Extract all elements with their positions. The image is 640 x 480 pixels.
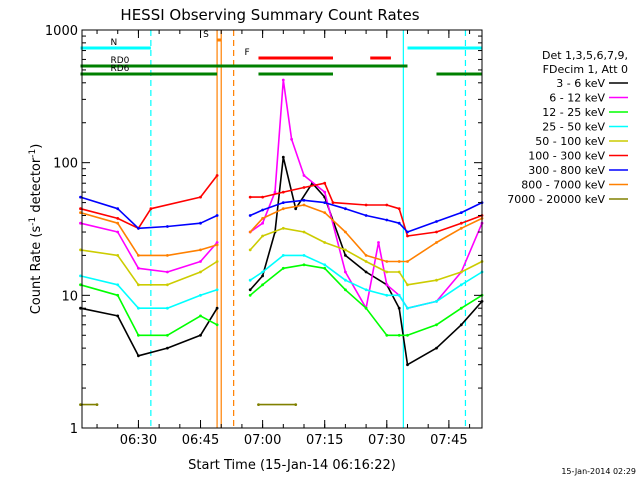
legend: Det 1,3,5,6,7,9,FDecim 1, Att 03 - 6 keV…: [507, 49, 628, 206]
legend-label: 100 - 300 keV: [528, 150, 605, 163]
x-tick-label: 06:45: [182, 433, 219, 448]
series-line: [80, 222, 218, 273]
legend-label: 3 - 6 keV: [556, 77, 605, 90]
series-line: [249, 204, 483, 263]
series-line: [249, 156, 483, 366]
legend-label: 300 - 800 keV: [528, 164, 605, 177]
series-line: [249, 263, 483, 337]
axes-layer: 1 10 100 1000 06:30 06:45 07:00 07:15 07:30 07:45: [45, 24, 482, 448]
x-tick-label: 06:30: [120, 433, 157, 448]
legend-label: 7000 - 20000 keV: [507, 193, 605, 206]
series-layer: [79, 78, 484, 406]
flag-rd0: RD0: [80, 56, 408, 68]
series-line: [80, 175, 218, 230]
series-line: [80, 275, 218, 310]
series-300-800-kev: [79, 195, 484, 234]
x-tick-label: 07:45: [430, 433, 467, 448]
y-axis-label-part2: detector: [29, 157, 44, 217]
generation-timestamp: 15-Jan-2014 02:29: [561, 467, 636, 476]
flag-label: F: [244, 48, 249, 58]
legend-label: 800 - 7000 keV: [521, 179, 605, 192]
legend-item-3-6-kev: 3 - 6 keV: [556, 77, 628, 90]
y-axis-label-part1: Count Rate (s: [29, 226, 44, 315]
x-tick-label: 07:15: [306, 433, 343, 448]
series-line: [249, 199, 483, 233]
flag-s: S: [203, 30, 222, 42]
legend-header: FDecim 1, Att 0: [543, 63, 628, 76]
y-tick-label: 10: [61, 289, 78, 304]
legend-item-6-12-kev: 6 - 12 keV: [549, 92, 628, 105]
flag-label: S: [203, 30, 209, 40]
y-tick-label: 1: [70, 422, 78, 437]
y-axis-label-sup1: -1: [28, 217, 38, 226]
series-800-7000-kev: [79, 203, 484, 263]
flag-label: N: [110, 38, 117, 48]
flag-n: N: [80, 38, 482, 50]
series-3-6-kev: [79, 155, 484, 367]
y-tick-label: 1000: [45, 24, 78, 39]
legend-label: 12 - 25 keV: [542, 106, 605, 119]
series-7000-20000-kev: [79, 403, 298, 406]
x-tick-label: 07:30: [368, 433, 405, 448]
legend-header: Det 1,3,5,6,7,9,: [542, 49, 628, 62]
flag-label: RD6: [110, 64, 129, 74]
legend-item-12-25-kev: 12 - 25 keV: [542, 106, 628, 119]
legend-item-100-300-kev: 100 - 300 keV: [528, 150, 628, 163]
x-tick-label: 07:00: [244, 433, 281, 448]
y-axis-label-sup2: -1: [28, 149, 38, 158]
series-line: [249, 254, 483, 310]
y-axis-label: Count Rate (s-1 detector-1): [28, 144, 44, 315]
series-line: [80, 211, 218, 257]
marker-layer: [150, 30, 467, 428]
series-line: [80, 284, 218, 337]
series-line: [250, 182, 483, 237]
legend-item-300-800-kev: 300 - 800 keV: [528, 164, 628, 177]
flag-rd6: RD6: [80, 64, 482, 76]
chart-title: HESSI Observing Summary Count Rates: [120, 6, 419, 24]
legend-label: 6 - 12 keV: [549, 92, 605, 105]
x-axis-label: Start Time (15-Jan-14 06:16:22): [188, 458, 396, 473]
flag-f: F: [244, 48, 391, 60]
legend-label: 50 - 100 keV: [535, 135, 605, 148]
y-axis-label-part3: ): [29, 144, 44, 149]
flag-label: RD0: [110, 56, 129, 66]
series-line: [80, 196, 218, 230]
series-12-25-kev: [79, 263, 484, 337]
legend-item-50-100-kev: 50 - 100 keV: [535, 135, 628, 148]
series-25-50-kev: [79, 254, 484, 310]
series-50-100-kev: [79, 226, 484, 287]
plot-frame: [81, 29, 483, 429]
legend-label: 25 - 50 keV: [542, 121, 605, 134]
series-line: [80, 307, 218, 357]
series-line: [249, 227, 483, 286]
series-line: [80, 249, 218, 286]
legend-item-800-7000-kev: 800 - 7000 keV: [521, 179, 628, 192]
legend-item-25-50-kev: 25 - 50 keV: [542, 121, 628, 134]
legend-item-7000-20000-kev: 7000 - 20000 keV: [507, 193, 628, 206]
y-tick-label: 100: [53, 157, 78, 172]
